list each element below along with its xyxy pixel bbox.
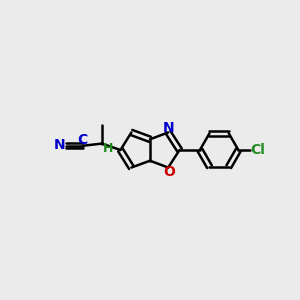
Text: N: N — [53, 137, 65, 152]
Text: H: H — [103, 142, 114, 155]
Text: Cl: Cl — [250, 143, 265, 157]
Text: N: N — [163, 121, 175, 135]
Text: C: C — [77, 133, 88, 147]
Text: O: O — [163, 165, 175, 179]
